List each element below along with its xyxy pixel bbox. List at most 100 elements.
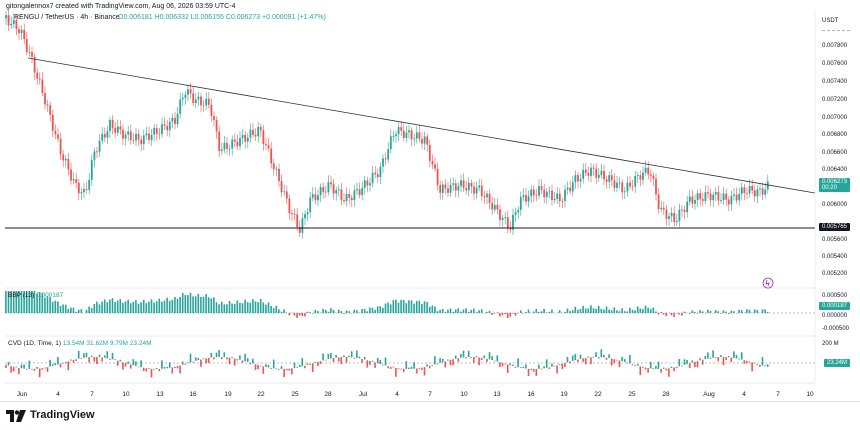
bbp-bar	[65, 305, 67, 313]
bbp-bar	[255, 301, 257, 313]
cvd-bar	[473, 357, 475, 362]
bbp-bar	[151, 299, 153, 313]
candle-body	[75, 179, 77, 183]
candle-body	[489, 194, 491, 203]
candle-body	[351, 198, 353, 200]
candle-body	[660, 208, 662, 209]
candle-body	[21, 30, 23, 33]
candle-body	[161, 124, 163, 134]
candle-body	[263, 130, 265, 144]
cvd-bar	[603, 355, 605, 358]
time-label: 7	[428, 391, 432, 398]
bbp-bar	[133, 302, 135, 313]
cvd-bar	[580, 355, 582, 359]
currency-label[interactable]: USDT	[822, 18, 838, 24]
cvd-bar	[673, 367, 675, 371]
candle-body	[439, 185, 441, 193]
bbp-bar	[281, 312, 283, 313]
candle-body	[689, 197, 691, 202]
bbp-bar	[567, 308, 569, 313]
cvd-bar	[606, 358, 608, 360]
cvd-bar	[213, 357, 215, 359]
candle-body	[348, 194, 350, 198]
bbp-bar	[424, 301, 426, 313]
bbp-bar	[525, 312, 527, 313]
cvd-bar	[195, 357, 197, 360]
bbp-bar	[406, 303, 408, 313]
candle-body	[317, 195, 319, 200]
bbp-bar	[166, 298, 168, 313]
bbp-bar	[692, 310, 694, 313]
cvd-bar	[289, 369, 291, 371]
candle-body	[244, 135, 246, 142]
candle-body	[450, 185, 452, 193]
bbp-legend[interactable]: BBP (13) 0.000187	[8, 292, 63, 299]
cvd-bar	[715, 357, 717, 358]
cvd-bar	[621, 357, 623, 361]
candle-body	[762, 188, 764, 194]
cvd-bar	[5, 365, 7, 368]
bbp-bar	[642, 309, 644, 313]
cvd-bar	[458, 358, 460, 361]
candle-body	[707, 192, 709, 193]
cvd-bar	[697, 361, 699, 367]
bbp-bar	[608, 310, 610, 313]
tradingview-logo-icon[interactable]	[6, 410, 26, 422]
cvd-bar	[720, 355, 722, 357]
candle-body	[538, 186, 540, 195]
bbp-bar	[182, 293, 184, 313]
bbp-bar	[421, 304, 423, 313]
candle-body	[112, 120, 114, 128]
cvd-bar	[265, 364, 267, 367]
cvd-bar	[73, 360, 75, 363]
bbp-bar	[211, 298, 213, 313]
cvd-bar	[395, 368, 397, 377]
bbp-bar	[723, 310, 725, 313]
cvd-bar	[104, 355, 106, 357]
cvd-bar	[153, 369, 155, 370]
bbp-bar	[273, 308, 275, 313]
time-label: 4	[742, 391, 746, 398]
bbp-bar	[611, 310, 613, 313]
bbp-bar	[624, 311, 626, 313]
candle-body	[653, 176, 655, 179]
bbp-bar	[684, 312, 686, 313]
candle-body	[164, 124, 166, 126]
candle-body	[120, 127, 122, 130]
candle-body	[442, 185, 444, 193]
cvd-bar	[320, 361, 322, 364]
cvd-bar	[335, 355, 337, 358]
candle-body	[699, 193, 701, 199]
cvd-bar	[109, 359, 111, 360]
cvd-bar	[725, 357, 727, 360]
cvd-bar	[354, 358, 356, 359]
cvd-bar	[343, 355, 345, 357]
cvd-bar	[541, 369, 543, 370]
candle-body	[276, 169, 278, 170]
cvd-bar	[263, 366, 265, 373]
brand-name[interactable]: TradingView	[30, 409, 95, 421]
candle-body	[55, 131, 57, 134]
cvd-bar	[237, 359, 239, 360]
cvd-bar	[738, 359, 740, 360]
bbp-bar	[455, 309, 457, 313]
cvd-bar	[88, 357, 90, 362]
last-price-tag: 0.006273 00:20	[819, 178, 850, 192]
cvd-bar	[26, 369, 28, 370]
candle-body	[23, 30, 25, 39]
bbp-bar	[434, 306, 436, 313]
cvd-value-tag: 23.24M	[824, 359, 850, 367]
candle-body	[562, 201, 564, 202]
cvd-bar	[429, 366, 431, 368]
time-label: 4	[56, 391, 60, 398]
bbp-bar	[231, 304, 233, 313]
cvd-bar	[567, 357, 569, 362]
price-label: 0.006400	[822, 167, 847, 173]
price-label: 0.007800	[822, 43, 847, 49]
bbp-bar	[442, 309, 444, 313]
cvd-legend[interactable]: CVD (1D, Time, 1) 13.54M 31.62M 9.79M 23…	[8, 340, 151, 347]
cvd-bar	[624, 359, 626, 362]
candle-body	[26, 39, 28, 52]
bbp-bar	[190, 293, 192, 313]
